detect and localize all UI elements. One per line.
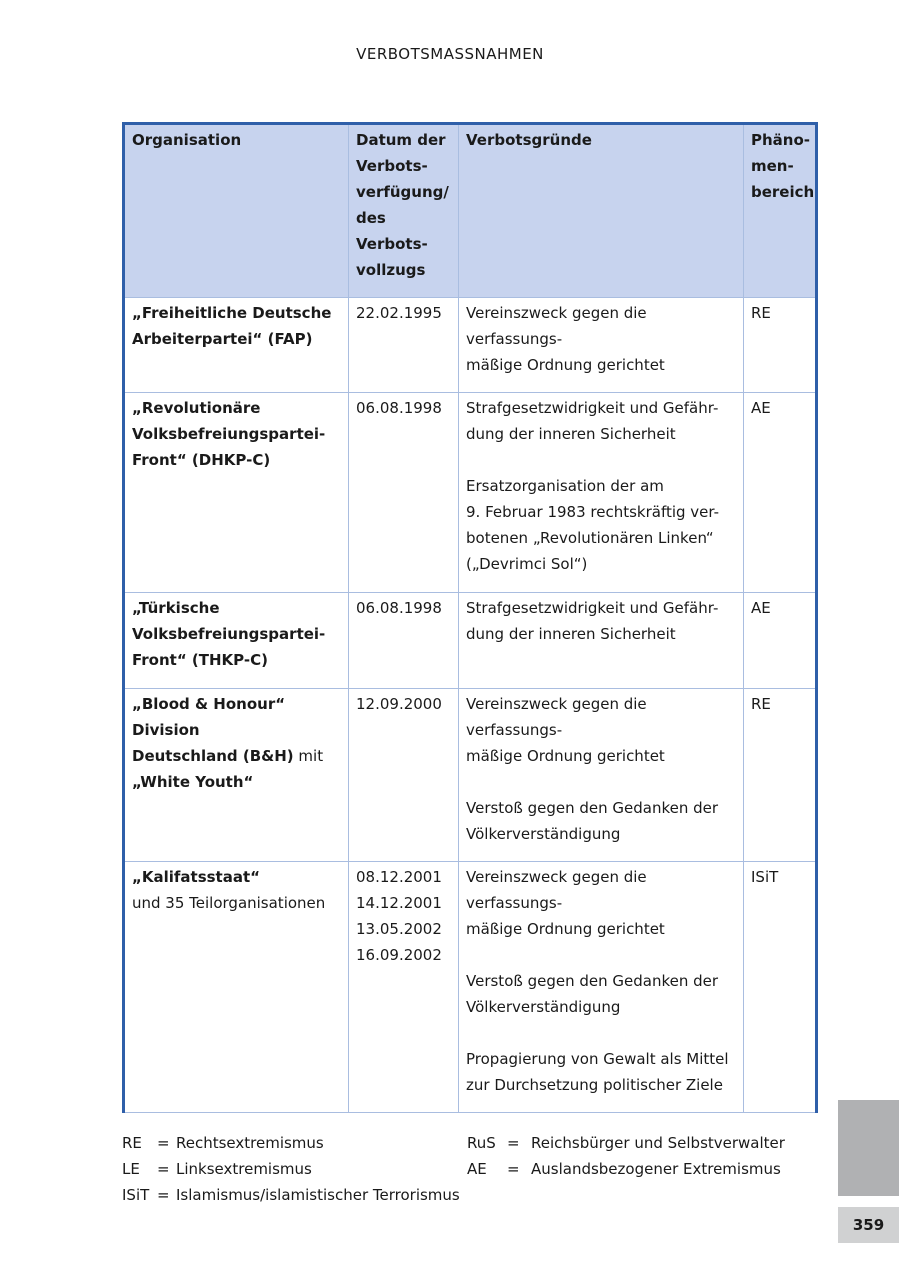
legend-text: Reichsbürger und Selbstverwalter bbox=[531, 1134, 785, 1152]
area-cell: RE bbox=[743, 688, 818, 862]
chapter-tab-marker bbox=[838, 1100, 899, 1196]
legend-abbr: RuS bbox=[467, 1134, 496, 1152]
reasons-cell: Vereinszweck gegen die verfassungs- mäßi… bbox=[458, 861, 744, 1113]
org-suffix: und 35 Teilorganisationen bbox=[132, 894, 326, 912]
legend-item: RuS = Reichsbürger und Selbstverwalter bbox=[467, 1130, 785, 1156]
org-name: „Kalifatsstaat“ bbox=[132, 868, 261, 886]
legend-item: ISiT = Islamismus/islamistischer Terrorism… bbox=[122, 1182, 460, 1208]
org-name-2: „White Youth“ bbox=[132, 773, 254, 791]
org-suffix: mit bbox=[293, 747, 324, 765]
org-name: „Freiheitliche Deutsche Arbeiterpartei“ … bbox=[132, 304, 332, 348]
legend-left: RE = Rechtsextremismus LE = Linksextremismus… bbox=[122, 1130, 460, 1208]
org-cell: „Türkische Volksbefreiungspartei- Front“… bbox=[122, 592, 349, 689]
table-row: „Revolutionäre Volksbefreiungspartei- Fr… bbox=[122, 392, 818, 593]
reasons-cell: Strafgesetzwidrigkeit und Gefähr- dung d… bbox=[458, 392, 744, 593]
legend-eq: = bbox=[157, 1186, 170, 1204]
table-row: „Blood & Honour“ Division Deutschland (B… bbox=[122, 688, 818, 862]
org-name: „Revolutionäre Volksbefreiungspartei- Fr… bbox=[132, 399, 326, 469]
legend-abbr: ISiT bbox=[122, 1186, 150, 1204]
org-name: „Blood & Honour“ Division Deutschland (B… bbox=[132, 695, 294, 765]
area-cell: RE bbox=[743, 297, 818, 393]
legend-item: LE = Linksextremismus bbox=[122, 1156, 460, 1182]
date-cell: 06.08.1998 bbox=[348, 392, 459, 593]
org-name: „Türkische Volksbefreiungspartei- Front“… bbox=[132, 599, 326, 669]
legend-item: AE = Auslandsbezogener Extremismus bbox=[467, 1156, 785, 1182]
reasons-cell: Vereinszweck gegen die verfassungs- mäßi… bbox=[458, 688, 744, 862]
area-cell: AE bbox=[743, 592, 818, 689]
reasons-cell: Vereinszweck gegen die verfassungs- mäßi… bbox=[458, 297, 744, 393]
legend-abbr: AE bbox=[467, 1160, 487, 1178]
legend-eq: = bbox=[157, 1160, 170, 1178]
org-cell: „Blood & Honour“ Division Deutschland (B… bbox=[122, 688, 349, 862]
page-number: 359 bbox=[838, 1207, 899, 1243]
date-cell: 12.09.2000 bbox=[348, 688, 459, 862]
running-head: VERBOTSMASSNAHMEN bbox=[356, 45, 544, 63]
org-cell: „Freiheitliche Deutsche Arbeiterpartei“ … bbox=[122, 297, 349, 393]
legend-text: Linksextremismus bbox=[176, 1160, 312, 1178]
area-cell: ISiT bbox=[743, 861, 818, 1113]
legend-text: Auslandsbezogener Extremismus bbox=[531, 1160, 781, 1178]
legend-eq: = bbox=[507, 1134, 520, 1152]
org-cell: „Revolutionäre Volksbefreiungspartei- Fr… bbox=[122, 392, 349, 593]
legend-text: Rechtsextremismus bbox=[176, 1134, 324, 1152]
header-reasons: Verbotsgründe bbox=[458, 123, 744, 298]
table-row: „Türkische Volksbefreiungspartei- Front“… bbox=[122, 592, 818, 689]
org-cell: „Kalifatsstaat“ und 35 Teilorganisatione… bbox=[122, 861, 349, 1113]
legend-text: Islamismus/islamistischer Terrorismus bbox=[176, 1186, 460, 1204]
header-date: Datum der Verbots- verfügung/ des Verbot… bbox=[348, 123, 459, 298]
table-row: „Freiheitliche Deutsche Arbeiterpartei“ … bbox=[122, 297, 818, 393]
legend-item: RE = Rechtsextremismus bbox=[122, 1130, 460, 1156]
legend-eq: = bbox=[157, 1134, 170, 1152]
header-area: Phäno- men- bereich bbox=[743, 123, 818, 298]
table-row: „Kalifatsstaat“ und 35 Teilorganisatione… bbox=[122, 861, 818, 1113]
table-header-row: Organisation Datum der Verbots- verfügun… bbox=[122, 123, 818, 298]
legend-eq: = bbox=[507, 1160, 520, 1178]
area-cell: AE bbox=[743, 392, 818, 593]
date-cell: 08.12.2001 14.12.2001 13.05.2002 16.09.2… bbox=[348, 861, 459, 1113]
legend-right: RuS = Reichsbürger und Selbstverwalter AE =… bbox=[467, 1130, 785, 1182]
date-cell: 06.08.1998 bbox=[348, 592, 459, 689]
prohibition-table: Organisation Datum der Verbots- verfügun… bbox=[122, 122, 818, 1113]
legend-abbr: RE bbox=[122, 1134, 142, 1152]
legend-abbr: LE bbox=[122, 1160, 140, 1178]
header-organisation: Organisation bbox=[122, 123, 349, 298]
date-cell: 22.02.1995 bbox=[348, 297, 459, 393]
reasons-cell: Strafgesetzwidrigkeit und Gefähr- dung d… bbox=[458, 592, 744, 689]
